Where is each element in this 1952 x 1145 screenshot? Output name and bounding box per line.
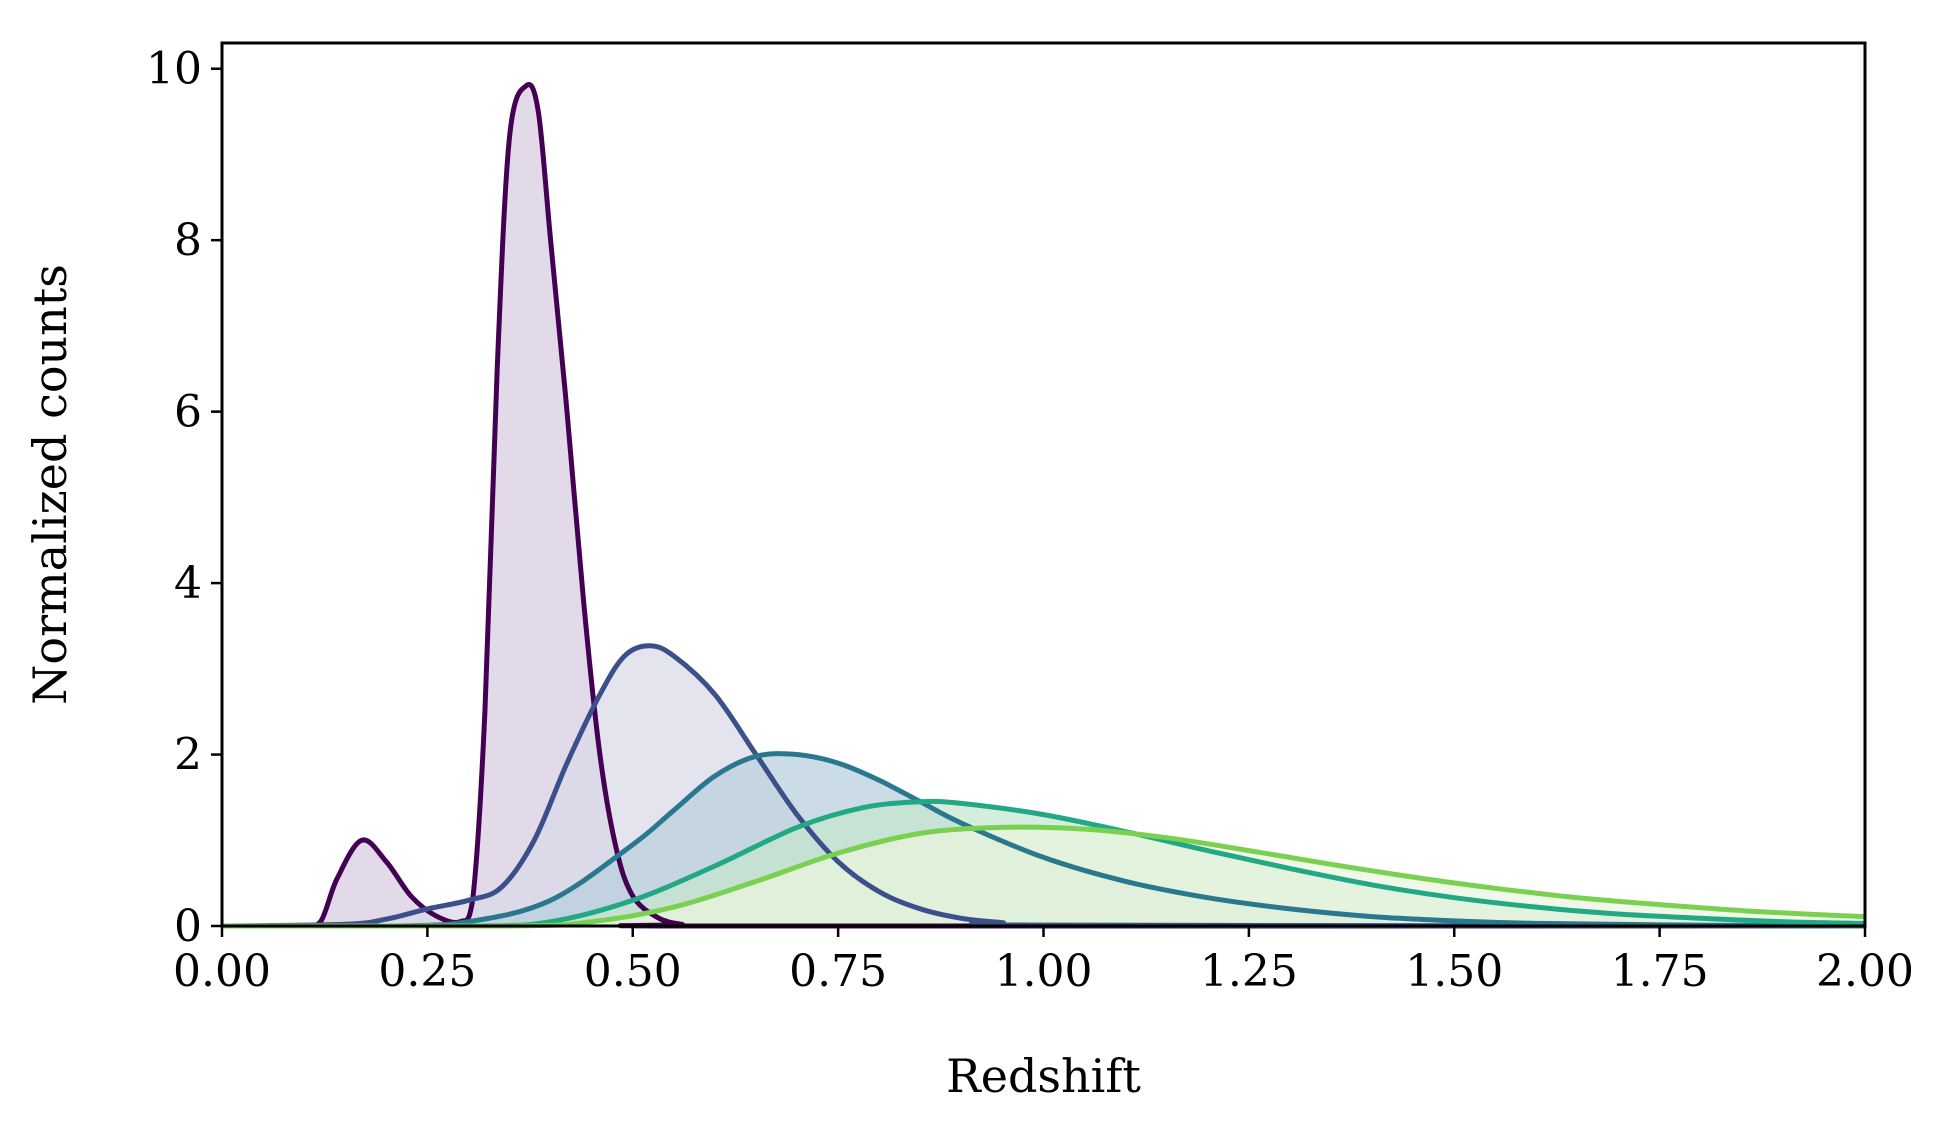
series-5-line bbox=[222, 824, 1866, 929]
x-tick-label: 1.00 bbox=[995, 946, 1093, 997]
series-1-line bbox=[222, 81, 1865, 929]
y-tick-label: 4 bbox=[174, 558, 202, 609]
x-tick-label: 0.00 bbox=[173, 946, 271, 997]
plot-frame bbox=[220, 41, 1867, 928]
y-axis-ticks: 0 2 4 6 8 10 bbox=[146, 44, 222, 952]
x-tick-label: 1.50 bbox=[1405, 946, 1503, 997]
x-tick-label: 2.00 bbox=[1816, 946, 1914, 997]
fills-layer bbox=[222, 84, 1865, 927]
y-tick-label: 10 bbox=[146, 44, 202, 95]
series-2-line bbox=[221, 643, 1866, 929]
y-tick-label: 2 bbox=[174, 730, 202, 781]
y-tick-label: 8 bbox=[174, 215, 202, 266]
y-tick-label: 0 bbox=[174, 901, 202, 952]
lines-layer bbox=[221, 81, 1866, 929]
x-axis-label: Redshift bbox=[946, 1049, 1141, 1103]
x-tick-label: 1.25 bbox=[1200, 946, 1298, 997]
series-3-area bbox=[222, 753, 1865, 926]
y-axis-label: Normalized counts bbox=[23, 264, 77, 705]
x-tick-label: 1.75 bbox=[1611, 946, 1709, 997]
y-tick-label: 6 bbox=[174, 387, 202, 438]
series-1-area bbox=[222, 84, 1865, 927]
x-axis-ticks: 0.00 0.25 0.50 0.75 1.00 1.25 1.50 1.75 2.00 bbox=[173, 926, 1914, 997]
series-4-line bbox=[222, 798, 1866, 929]
x-tick-label: 0.75 bbox=[789, 946, 887, 997]
x-tick-label: 0.50 bbox=[584, 946, 682, 997]
x-tick-label: 0.25 bbox=[378, 946, 476, 997]
series-5-area bbox=[222, 827, 1865, 926]
